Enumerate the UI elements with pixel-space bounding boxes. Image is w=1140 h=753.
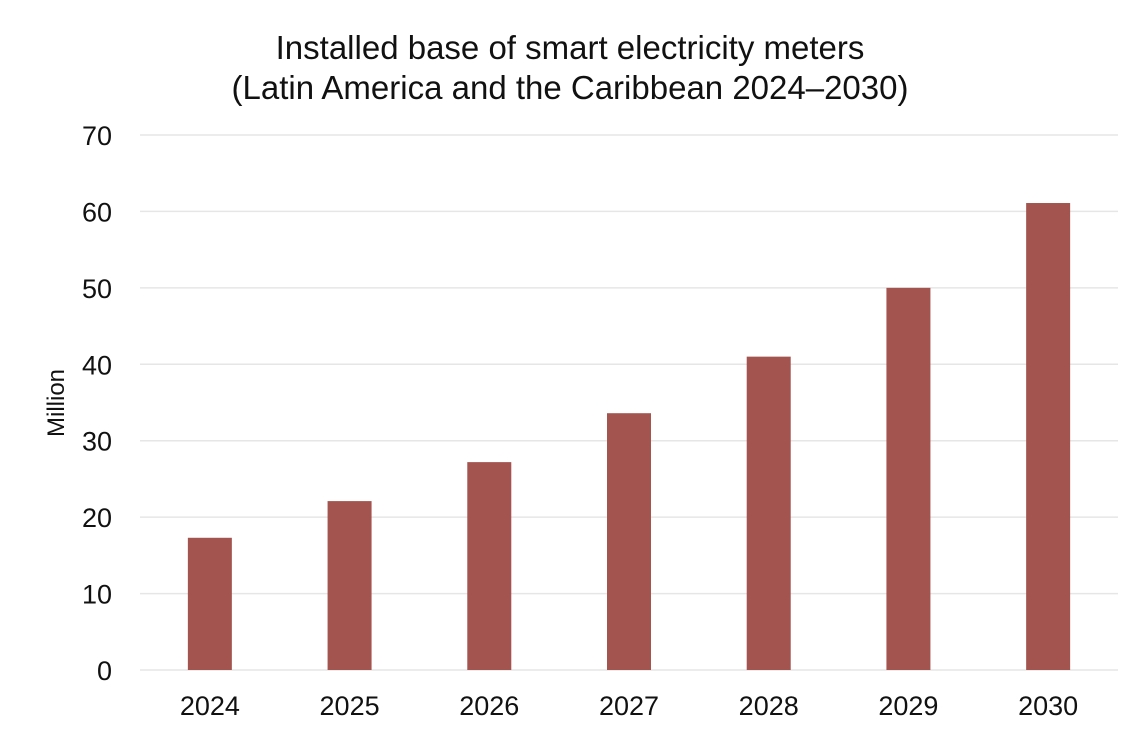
x-tick-label-2029: 2029 (878, 691, 938, 721)
y-tick-label-60: 60 (82, 197, 112, 227)
y-tick-label-20: 20 (82, 503, 112, 533)
chart-title: Installed base of smart electricity mete… (275, 29, 865, 66)
y-axis-ticks: 0 10 20 30 40 50 60 70 (82, 121, 112, 686)
y-tick-label-0: 0 (97, 656, 112, 686)
x-tick-label-2030: 2030 (1018, 691, 1078, 721)
y-tick-label-50: 50 (82, 274, 112, 304)
chart-subtitle: (Latin America and the Caribbean 2024–20… (231, 69, 909, 106)
bar-2027 (607, 413, 651, 670)
bar-2026 (467, 462, 512, 670)
x-axis-ticks: 2024 2025 2026 2027 2028 2029 2030 (180, 691, 1078, 721)
x-tick-label-2025: 2025 (320, 691, 380, 721)
bar-2028 (746, 356, 791, 670)
bar-2029 (886, 287, 931, 670)
bars (187, 203, 1071, 670)
x-tick-label-2026: 2026 (459, 691, 519, 721)
y-tick-label-10: 10 (82, 580, 112, 610)
y-tick-label-40: 40 (82, 350, 112, 380)
x-tick-label-2024: 2024 (180, 691, 240, 721)
x-tick-label-2028: 2028 (739, 691, 799, 721)
y-tick-label-30: 30 (82, 427, 112, 457)
bar-2025 (327, 501, 372, 670)
y-tick-label-70: 70 (82, 121, 112, 151)
y-axis-label: Million (43, 369, 70, 437)
bar-2030 (1026, 203, 1071, 670)
x-tick-label-2027: 2027 (599, 691, 659, 721)
bar-2024 (187, 537, 232, 670)
